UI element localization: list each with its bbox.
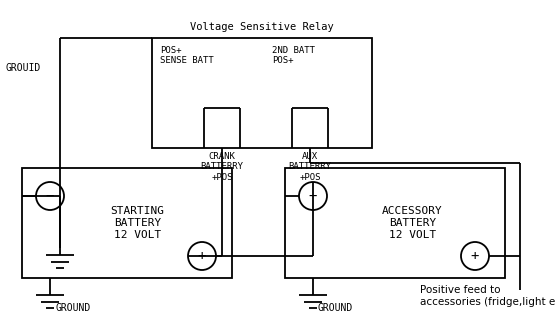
Text: −: − bbox=[46, 189, 54, 203]
Text: ACCESSORY
BATTERY
12 VOLT: ACCESSORY BATTERY 12 VOLT bbox=[382, 206, 443, 240]
Text: Positive feed to
accessories (fridge,light etc..): Positive feed to accessories (fridge,lig… bbox=[420, 285, 555, 307]
Text: Voltage Sensitive Relay: Voltage Sensitive Relay bbox=[190, 22, 334, 32]
Text: 2ND BATT
POS+: 2ND BATT POS+ bbox=[272, 46, 315, 65]
Text: GROUND: GROUND bbox=[55, 303, 90, 313]
Text: STARTING
BATTERY
12 VOLT: STARTING BATTERY 12 VOLT bbox=[110, 206, 164, 240]
Bar bbox=[152, 38, 372, 148]
Text: POS+
SENSE BATT: POS+ SENSE BATT bbox=[160, 46, 214, 65]
Text: CRANK
BATTERRY
+POS: CRANK BATTERRY +POS bbox=[200, 152, 244, 182]
Text: +: + bbox=[198, 249, 206, 263]
Bar bbox=[22, 168, 232, 278]
Text: AUX
BATTERRY
+POS: AUX BATTERRY +POS bbox=[289, 152, 331, 182]
Text: −: − bbox=[309, 189, 317, 203]
Text: GROUID: GROUID bbox=[5, 63, 41, 73]
Text: GROUND: GROUND bbox=[318, 303, 353, 313]
Text: +: + bbox=[471, 249, 479, 263]
Bar bbox=[285, 168, 505, 278]
